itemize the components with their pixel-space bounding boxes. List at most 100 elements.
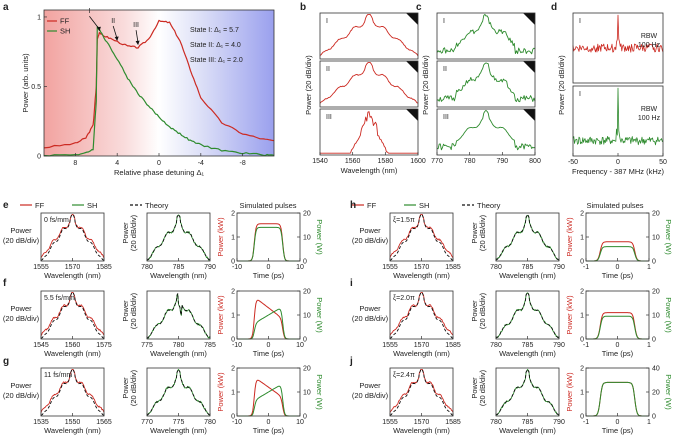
panel-c-row-1-state-label: I xyxy=(443,18,445,25)
panel-i-w-y-label: 10 xyxy=(652,313,660,320)
legend-ff-label: FF xyxy=(35,201,45,210)
panel-e-kw-y-label: 1 xyxy=(231,235,235,242)
panel-f-time-x-label: -10 xyxy=(232,342,242,349)
panel-e-sh-pulse xyxy=(237,226,300,262)
panel-c-row-2-corner-mark xyxy=(523,61,535,73)
panel-f-w-y-label: 10 xyxy=(303,313,311,320)
panel-f-w-y-label: 0 xyxy=(303,337,307,344)
legend-ff-label: FF xyxy=(60,17,70,26)
panel-f-kw-y-label: 2 xyxy=(231,289,235,296)
panel-g-sh-x-label: 780 xyxy=(204,419,216,426)
panel-h-kw-y-label: 1 xyxy=(580,235,584,242)
panel-j-annotation: ξ=2.4π xyxy=(393,372,415,379)
panel-c-ylabel: Power (20 dB/div) xyxy=(421,55,430,115)
x-tick-label: -4 xyxy=(198,160,204,167)
panel-i-ff-xlabel: Wavelength (nm) xyxy=(393,349,450,358)
panel-d-row-1-rbw-value: 100 Hz xyxy=(638,42,661,49)
panel-j-time-x-label: 1 xyxy=(647,419,651,426)
panel-j-time-xlabel: Time (ps) xyxy=(602,426,634,435)
panel-j-kw-y-label: 1 xyxy=(580,390,584,397)
panel-g-sh-pulse xyxy=(237,385,300,417)
panel-i-sh-ylabel-2: (20 dB/div) xyxy=(478,292,487,329)
panel-i-w-y-label: 20 xyxy=(652,289,660,296)
panel-j-ff-pulse xyxy=(586,381,649,417)
panel-c-x-label: 790 xyxy=(496,158,508,165)
panel-i-ff-x-label: 1555 xyxy=(382,342,398,349)
panel-f-sh-ylabel-2: (20 dB/div) xyxy=(129,292,138,329)
panel-g-time-xlabel: Time (ps) xyxy=(253,426,285,435)
panel-c-row-2-trace xyxy=(436,62,536,103)
panel-e-kw-y-label: 0 xyxy=(231,259,235,266)
legend-sh-label: SH xyxy=(87,201,97,210)
panel-g-ff-xlabel: Wavelength (nm) xyxy=(44,426,101,435)
panel-h-sh-xlabel: Wavelength (nm) xyxy=(499,271,556,280)
panel-letter-i: i xyxy=(350,278,353,289)
panel-letter-c: c xyxy=(416,2,422,13)
panel-g-ff-x-label: 1535 xyxy=(33,419,49,426)
panel-h-ff-x-label: 1585 xyxy=(445,264,461,271)
panel-i-sh-xlabel: Wavelength (nm) xyxy=(499,349,556,358)
panel-g-w-ylabel: Power (W) xyxy=(315,374,324,410)
panel-j-ff-x-label: 1555 xyxy=(382,419,398,426)
panel-e-ff-ylabel-1: Power xyxy=(10,226,32,235)
y-tick-label: 0.5 xyxy=(31,84,41,91)
panel-h-sh-frame xyxy=(495,212,560,262)
panel-j-w-ylabel: Power (W) xyxy=(664,374,673,410)
x-tick-label: 8 xyxy=(73,160,77,167)
panel-b-x-label: 1540 xyxy=(312,158,328,165)
panel-b-x-label: 1560 xyxy=(345,158,361,165)
panel-e-time-x-label: 0 xyxy=(267,264,271,271)
panel-f-ff-x-label: 1560 xyxy=(65,342,81,349)
panel-j-sh-ylabel-1: Power xyxy=(470,377,479,399)
panel-c-row-3-trace xyxy=(436,109,536,151)
panel-g-time-x-label: -10 xyxy=(232,419,242,426)
state-marker-III: III xyxy=(133,22,139,29)
state-marker-II: II xyxy=(111,18,115,25)
panel-j-ff-x-label: 1570 xyxy=(414,419,430,426)
legend-theory-label: Theory xyxy=(477,201,501,210)
panel-b-row-3-trace xyxy=(320,111,418,154)
panel-i-annotation: ξ=2.0π xyxy=(393,295,415,302)
panel-f-w-ylabel: Power (W) xyxy=(315,297,324,333)
panel-j-kw-y-label: 2 xyxy=(580,366,584,373)
panel-i-sh-trace xyxy=(495,292,560,339)
panel-h-w-y-label: 20 xyxy=(652,211,660,218)
panel-e-w-y-label: 20 xyxy=(303,211,311,218)
panel-b-ylabel: Power (20 dB/div) xyxy=(304,55,313,115)
panel-i-sh-x-label: 790 xyxy=(553,342,565,349)
panel-j-sh-x-label: 780 xyxy=(490,419,502,426)
panel-g-ff-x-label: 1565 xyxy=(96,419,112,426)
panel-e-sh-theory xyxy=(146,213,211,261)
panel-g-time-x-label: 0 xyxy=(267,419,271,426)
x-tick-label: 0 xyxy=(157,160,161,167)
panel-e-kw-ylabel: Power (kW) xyxy=(216,217,225,257)
panel-g-sh-x-label: 775 xyxy=(173,419,185,426)
panel-g-sh-ylabel-1: Power xyxy=(121,377,130,399)
panel-c-row-1-corner-mark xyxy=(523,13,535,25)
panel-j-ff-ylabel-2: (20 dB/div) xyxy=(352,391,389,400)
panel-h-w-ylabel: Power (W) xyxy=(664,219,673,255)
panel-b-row-2-corner-mark xyxy=(406,61,418,73)
panel-h-sh-trace xyxy=(495,214,560,261)
panel-f-sh-x-label: 785 xyxy=(204,342,216,349)
panel-i-sh-frame xyxy=(495,290,560,340)
panel-g-ff-ylabel-2: (20 dB/div) xyxy=(3,391,40,400)
panel-c-x-label: 780 xyxy=(464,158,476,165)
panel-d-row-1-state-label: I xyxy=(579,18,581,25)
panel-d-row-2-rbw-value: 100 Hz xyxy=(638,115,661,122)
panel-b-x-label: 1600 xyxy=(410,158,426,165)
panel-d-xlabel: Frequency - 387 MHz (kHz) xyxy=(572,167,665,176)
panel-j-time-x-label: 0 xyxy=(616,419,620,426)
panel-h-annotation: ξ=1.5π xyxy=(393,217,415,224)
panel-i-sh-x-label: 785 xyxy=(522,342,534,349)
panel-g-sh-x-label: 770 xyxy=(141,419,153,426)
panel-e-time-x-label: -10 xyxy=(232,264,242,271)
panel-g-time-x-label: 10 xyxy=(296,419,304,426)
panel-i-time-xlabel: Time (ps) xyxy=(602,349,634,358)
panel-c-row-3-frame xyxy=(436,108,536,156)
panel-h-sh-x-label: 790 xyxy=(553,264,565,271)
panel-b-row-1-trace xyxy=(319,13,419,57)
panel-f-time-xlabel: Time (ps) xyxy=(253,349,285,358)
panel-e-ff-x-label: 1585 xyxy=(96,264,112,271)
